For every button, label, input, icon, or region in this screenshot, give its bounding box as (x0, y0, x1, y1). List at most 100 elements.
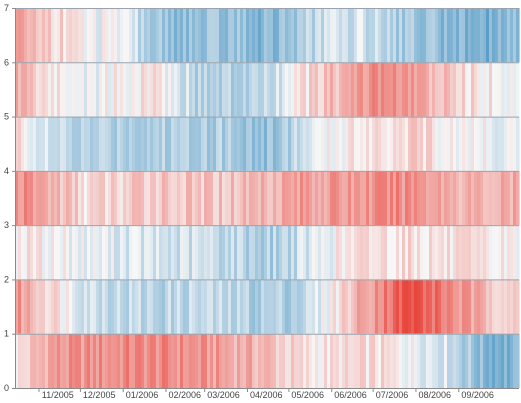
heat-cell (285, 333, 289, 388)
heat-cell (123, 333, 127, 388)
heat-cell (150, 170, 154, 226)
heat-cell (399, 279, 403, 334)
heat-cell (114, 8, 118, 63)
heat-cell (147, 116, 151, 171)
x-tick-label: 08/2006 (419, 390, 452, 400)
heat-cell (402, 170, 406, 226)
heat-cell (279, 8, 283, 63)
heat-cell (81, 333, 85, 388)
heat-cell (66, 333, 70, 388)
heat-cell (216, 116, 220, 171)
heat-cell (168, 62, 172, 117)
heat-cell (372, 62, 376, 117)
heat-cell (303, 62, 307, 117)
heat-cell (180, 116, 184, 171)
heat-cell (114, 62, 118, 117)
heat-cell (99, 62, 103, 117)
heat-cell (246, 62, 250, 117)
heat-cell (270, 8, 274, 63)
heat-cell (240, 333, 244, 388)
heat-cell (300, 62, 304, 117)
heat-cell (291, 116, 295, 171)
heat-cell (330, 225, 334, 280)
heat-cell (393, 116, 397, 171)
heat-cell (66, 225, 70, 280)
heat-cell (51, 116, 55, 171)
heat-cell (75, 170, 79, 226)
heat-cell (417, 170, 421, 226)
heat-cell (366, 8, 370, 63)
heat-cell (414, 225, 418, 280)
heat-cell (228, 170, 232, 226)
heat-cell (453, 170, 457, 226)
heat-cell (495, 279, 499, 334)
heat-cell (249, 333, 253, 388)
heat-cell (399, 8, 403, 63)
heat-cell (207, 62, 211, 117)
heat-cell (30, 170, 34, 226)
heat-cell (81, 62, 85, 117)
heat-cell (156, 279, 160, 334)
heat-cell (450, 116, 454, 171)
heat-cell (270, 170, 274, 226)
heat-cell (423, 170, 427, 226)
heat-cell (222, 225, 226, 280)
heat-cell (486, 279, 490, 334)
heat-cell (36, 333, 40, 388)
heat-cell (186, 8, 190, 63)
heat-cell (174, 225, 178, 280)
heat-cell (108, 8, 112, 63)
heat-cell (78, 62, 82, 117)
heat-cell (351, 279, 355, 334)
heat-cell (66, 62, 70, 117)
heat-cell (267, 333, 271, 388)
heat-cell (396, 116, 400, 171)
heat-cell (396, 170, 400, 226)
heat-cell (207, 279, 211, 334)
heat-cell (357, 116, 361, 171)
heat-cell (30, 333, 34, 388)
heat-cell (297, 333, 301, 388)
heat-cell (435, 279, 439, 334)
heat-cell (48, 279, 52, 334)
heat-cell (450, 333, 454, 388)
heat-cell (294, 333, 298, 388)
heat-cell (285, 116, 289, 171)
heat-cell (501, 62, 505, 117)
heat-cell (15, 62, 19, 117)
heat-cell (336, 8, 340, 63)
heat-cell (132, 333, 136, 388)
heat-cell (291, 279, 295, 334)
heat-cell (417, 116, 421, 171)
heat-cell (153, 333, 157, 388)
heat-cell (492, 333, 496, 388)
heat-cell (342, 116, 346, 171)
heat-cell (111, 170, 115, 226)
heat-cell (102, 225, 106, 280)
heat-cell (63, 170, 67, 226)
heat-cell (489, 116, 493, 171)
heat-cell (24, 333, 28, 388)
heat-cell (429, 279, 433, 334)
heat-cell (87, 170, 91, 226)
heat-cell (108, 62, 112, 117)
heat-cell (252, 333, 256, 388)
heat-cell (387, 279, 391, 334)
heat-cell (63, 116, 67, 171)
heat-cell (411, 170, 415, 226)
heat-cell (36, 62, 40, 117)
heat-cell (291, 170, 295, 226)
heat-cell (27, 170, 31, 226)
heat-cell (372, 279, 376, 334)
heat-cell (213, 279, 217, 334)
heat-cell (201, 62, 205, 117)
heat-cell (309, 116, 313, 171)
heat-cell (324, 279, 328, 334)
heat-cell (63, 8, 67, 63)
heat-cell (51, 8, 55, 63)
heat-cell (378, 279, 382, 334)
heat-cell (387, 333, 391, 388)
heat-cell (375, 62, 379, 117)
heat-cell (324, 116, 328, 171)
heat-cell (174, 62, 178, 117)
